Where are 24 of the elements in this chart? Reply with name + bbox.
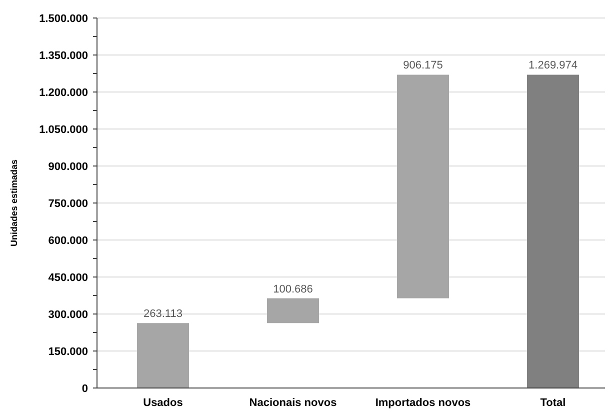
data-label: 263.113 [144,308,182,320]
y-tick-label: 1.500.000 [39,12,88,25]
data-label: 1.269.974 [528,60,578,72]
x-tick-label: Importados novos [375,397,471,409]
bar [267,298,319,324]
y-tick-label: 1.350.000 [39,50,88,62]
x-tick-label: Nacionais novos [249,397,337,409]
y-tick-label: 1.200.000 [39,86,88,99]
y-tick-label: 900.000 [48,160,88,173]
y-tick-label: 0 [82,382,88,395]
x-tick-label: Total [540,397,566,409]
y-tick-label: 600.000 [48,234,88,247]
y-tick-label: 150.000 [48,346,88,358]
y-tick-label: 750.000 [48,198,88,210]
data-label: 906.175 [403,60,443,72]
y-tick-label: 1.050.000 [39,124,88,136]
bar [397,74,449,298]
y-tick-label: 450.000 [48,272,88,284]
x-tick-label: Usados [143,397,183,409]
y-axis-title: Unidades estimadas [9,159,19,247]
bar [137,323,189,388]
y-tick-label: 300.000 [48,308,88,321]
data-label: 100.686 [273,283,313,296]
bar [527,74,579,388]
